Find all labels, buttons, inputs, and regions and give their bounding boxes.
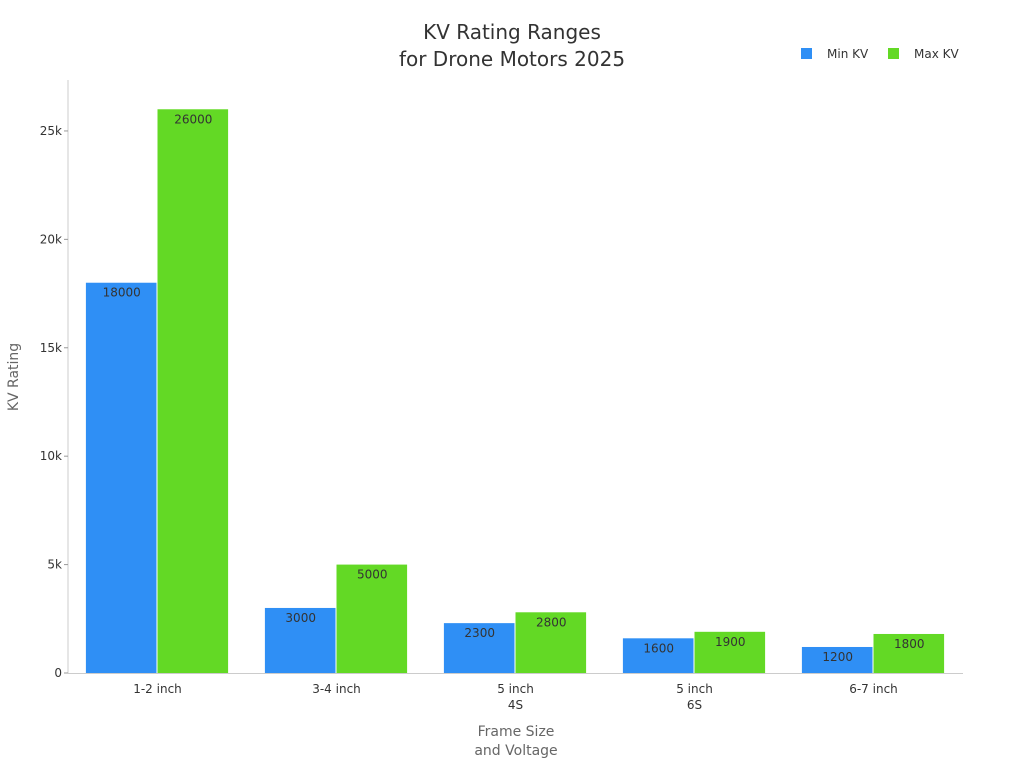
bar <box>622 638 694 673</box>
bar <box>873 633 945 673</box>
legend-swatch <box>888 48 899 59</box>
value-label: 18000 <box>103 285 141 299</box>
x-tick-label: 1-2 inch <box>133 682 182 696</box>
bar <box>157 109 229 673</box>
value-label: 26000 <box>174 112 212 126</box>
y-tick-label: 15k <box>40 340 62 354</box>
bar <box>443 623 515 673</box>
x-tick-label: 6-7 inch <box>849 682 898 696</box>
x-tick-label: 3-4 inch <box>312 682 361 696</box>
x-tick-label: 5 inch 4S <box>497 682 534 712</box>
y-tick-label: 20k <box>40 232 62 246</box>
chart-title: KV Rating Ranges for Drone Motors 2025 <box>399 20 625 71</box>
value-label: 2800 <box>536 615 567 629</box>
bar <box>264 607 336 673</box>
y-tick-label: 0 <box>54 666 62 680</box>
legend-label: Max KV <box>914 47 959 61</box>
x-axis-title: Frame Size and Voltage <box>474 724 557 759</box>
value-label: 1600 <box>643 641 674 655</box>
bar <box>85 282 157 673</box>
value-label: 5000 <box>357 567 388 581</box>
value-label: 1200 <box>822 649 853 663</box>
value-label: 3000 <box>285 610 316 624</box>
value-label: 1900 <box>715 634 746 648</box>
value-label: 2300 <box>464 626 495 640</box>
bar <box>336 564 408 673</box>
legend-label: Min KV <box>827 47 869 61</box>
y-axis-title: KV Rating <box>6 343 22 411</box>
x-tick-label: 5 inch 6S <box>676 682 713 712</box>
y-tick-label: 10k <box>40 449 62 463</box>
y-tick-label: 5k <box>47 557 62 571</box>
bar <box>801 646 873 673</box>
value-label: 1800 <box>894 636 925 650</box>
y-tick-label: 25k <box>40 123 62 137</box>
legend-swatch <box>801 48 812 59</box>
bar <box>515 612 587 673</box>
bar <box>694 631 766 673</box>
